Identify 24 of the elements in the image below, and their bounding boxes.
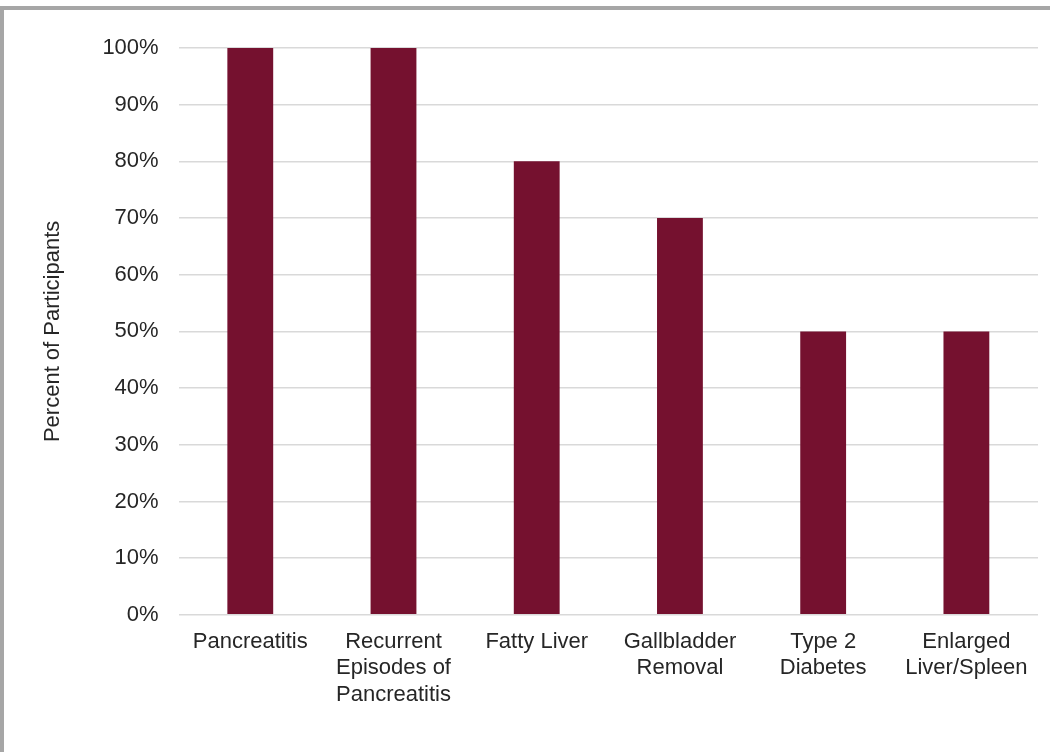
y-axis-title: Percent of Participants [39,220,65,443]
bar [370,48,417,615]
bar [657,218,703,615]
y-tick-label: 20% [114,487,159,513]
y-tick-label: 40% [114,374,159,400]
y-tick-label: 50% [114,317,159,343]
bar [943,331,990,615]
x-tick-label: Recurrent Episodes of Pancreatitis [336,628,452,706]
y-tick-label: 80% [114,147,159,173]
y-tick-label: 90% [114,90,159,116]
y-tick-label: 60% [114,260,159,286]
x-tick-label: Gallbladder Removal [623,628,737,680]
y-tick-label: 0% [126,600,159,626]
bar [227,48,274,615]
y-tick-label: 30% [114,430,159,456]
x-tick-label: Enlarged Liver/Spleen [905,628,1028,680]
y-tick-label: 100% [102,34,159,60]
y-tick-label: 10% [114,544,159,570]
bar [513,161,560,615]
x-tick-label: Type 2 Diabetes [779,628,867,680]
x-tick-label: Pancreatitis [192,628,308,654]
bar [800,331,847,615]
x-tick-label: Fatty Liver [485,628,589,654]
y-tick-label: 70% [114,204,159,230]
